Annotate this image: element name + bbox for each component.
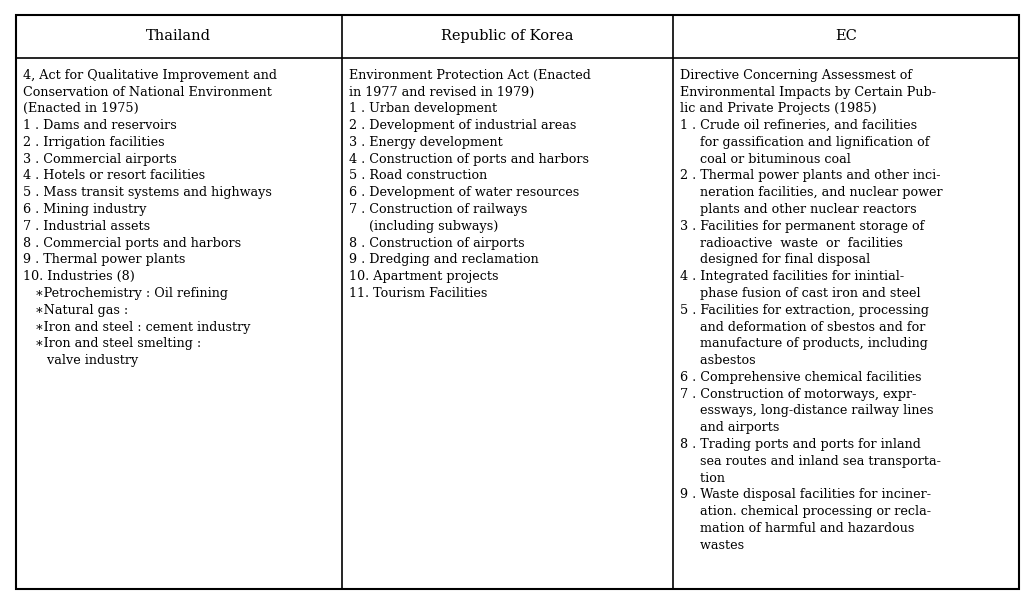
Text: 11. Tourism Facilities: 11. Tourism Facilities xyxy=(349,287,487,300)
Text: 8 . Commercial ports and harbors: 8 . Commercial ports and harbors xyxy=(23,237,241,249)
Text: mation of harmful and hazardous: mation of harmful and hazardous xyxy=(680,522,914,535)
Text: neration facilities, and nuclear power: neration facilities, and nuclear power xyxy=(680,186,943,199)
Text: 7 . Construction of railways: 7 . Construction of railways xyxy=(349,203,527,216)
Text: ∗Petrochemistry : Oil refining: ∗Petrochemistry : Oil refining xyxy=(23,287,228,300)
Text: ∗Iron and steel : cement industry: ∗Iron and steel : cement industry xyxy=(23,321,250,334)
Text: Directive Concerning Assessmest of: Directive Concerning Assessmest of xyxy=(680,69,912,82)
Text: EC: EC xyxy=(835,29,857,44)
Text: designed for final disposal: designed for final disposal xyxy=(680,254,870,266)
Text: ∗Natural gas :: ∗Natural gas : xyxy=(23,304,128,317)
Text: ation. chemical processing or recla-: ation. chemical processing or recla- xyxy=(680,505,932,518)
Text: wastes: wastes xyxy=(680,539,744,552)
Text: 2 . Thermal power plants and other inci-: 2 . Thermal power plants and other inci- xyxy=(680,169,941,182)
Text: 2 . Development of industrial areas: 2 . Development of industrial areas xyxy=(349,119,576,132)
Text: sea routes and inland sea transporta-: sea routes and inland sea transporta- xyxy=(680,454,941,468)
Text: 3 . Facilities for permanent storage of: 3 . Facilities for permanent storage of xyxy=(680,220,924,233)
Text: 4 . Integrated facilities for inintial-: 4 . Integrated facilities for inintial- xyxy=(680,270,905,283)
Text: plants and other nuclear reactors: plants and other nuclear reactors xyxy=(680,203,917,216)
Text: asbestos: asbestos xyxy=(680,354,756,367)
Text: Environmental Impacts by Certain Pub-: Environmental Impacts by Certain Pub- xyxy=(680,86,936,99)
Text: tion: tion xyxy=(680,472,724,484)
Text: 2 . Irrigation facilities: 2 . Irrigation facilities xyxy=(23,136,165,149)
Text: 6 . Mining industry: 6 . Mining industry xyxy=(23,203,146,216)
Text: 7 . Industrial assets: 7 . Industrial assets xyxy=(23,220,150,233)
Text: Thailand: Thailand xyxy=(146,29,211,44)
Text: 4 . Hotels or resort facilities: 4 . Hotels or resort facilities xyxy=(23,169,205,182)
Text: 1 . Dams and reservoirs: 1 . Dams and reservoirs xyxy=(23,119,177,132)
Text: 8 . Trading ports and ports for inland: 8 . Trading ports and ports for inland xyxy=(680,438,921,451)
Text: 9 . Thermal power plants: 9 . Thermal power plants xyxy=(23,254,185,266)
Text: 5 . Road construction: 5 . Road construction xyxy=(349,169,487,182)
Text: 10. Industries (8): 10. Industries (8) xyxy=(23,270,135,283)
Text: valve industry: valve industry xyxy=(23,354,138,367)
Text: 9 . Waste disposal facilities for inciner-: 9 . Waste disposal facilities for incine… xyxy=(680,489,932,501)
Text: Conservation of National Environment: Conservation of National Environment xyxy=(23,86,271,99)
Text: (Enacted in 1975): (Enacted in 1975) xyxy=(23,102,139,115)
Text: and deformation of sbestos and for: and deformation of sbestos and for xyxy=(680,321,925,334)
Text: and airports: and airports xyxy=(680,421,779,434)
Text: lic and Private Projects (1985): lic and Private Projects (1985) xyxy=(680,102,877,115)
Text: 6 . Development of water resources: 6 . Development of water resources xyxy=(349,186,579,199)
Text: ∗Iron and steel smelting :: ∗Iron and steel smelting : xyxy=(23,337,201,350)
Text: 3 . Energy development: 3 . Energy development xyxy=(349,136,503,149)
Text: 9 . Dredging and reclamation: 9 . Dredging and reclamation xyxy=(349,254,538,266)
Text: 7 . Construction of motorways, expr-: 7 . Construction of motorways, expr- xyxy=(680,388,916,401)
Text: 5 . Mass transit systems and highways: 5 . Mass transit systems and highways xyxy=(23,186,271,199)
Text: for gassification and lignification of: for gassification and lignification of xyxy=(680,136,929,149)
Text: 4 . Construction of ports and harbors: 4 . Construction of ports and harbors xyxy=(349,152,589,166)
Text: 3 . Commercial airports: 3 . Commercial airports xyxy=(23,152,177,166)
Text: radioactive  waste  or  facilities: radioactive waste or facilities xyxy=(680,237,903,249)
Text: coal or bituminous coal: coal or bituminous coal xyxy=(680,152,851,166)
Text: 1 . Crude oil refineries, and facilities: 1 . Crude oil refineries, and facilities xyxy=(680,119,917,132)
Text: in 1977 and revised in 1979): in 1977 and revised in 1979) xyxy=(349,86,534,99)
Text: phase fusion of cast iron and steel: phase fusion of cast iron and steel xyxy=(680,287,920,300)
Text: 10. Apartment projects: 10. Apartment projects xyxy=(349,270,498,283)
Text: essways, long-distance railway lines: essways, long-distance railway lines xyxy=(680,404,934,417)
Text: 1 . Urban development: 1 . Urban development xyxy=(349,102,497,115)
Text: 8 . Construction of airports: 8 . Construction of airports xyxy=(349,237,525,249)
Text: Environment Protection Act (Enacted: Environment Protection Act (Enacted xyxy=(349,69,591,82)
Text: Republic of Korea: Republic of Korea xyxy=(441,29,573,44)
Text: manufacture of products, including: manufacture of products, including xyxy=(680,337,927,350)
Text: 6 . Comprehensive chemical facilities: 6 . Comprehensive chemical facilities xyxy=(680,371,921,384)
Text: 5 . Facilities for extraction, processing: 5 . Facilities for extraction, processin… xyxy=(680,304,929,317)
Text: 4, Act for Qualitative Improvement and: 4, Act for Qualitative Improvement and xyxy=(23,69,276,82)
Text: (including subways): (including subways) xyxy=(349,220,498,233)
